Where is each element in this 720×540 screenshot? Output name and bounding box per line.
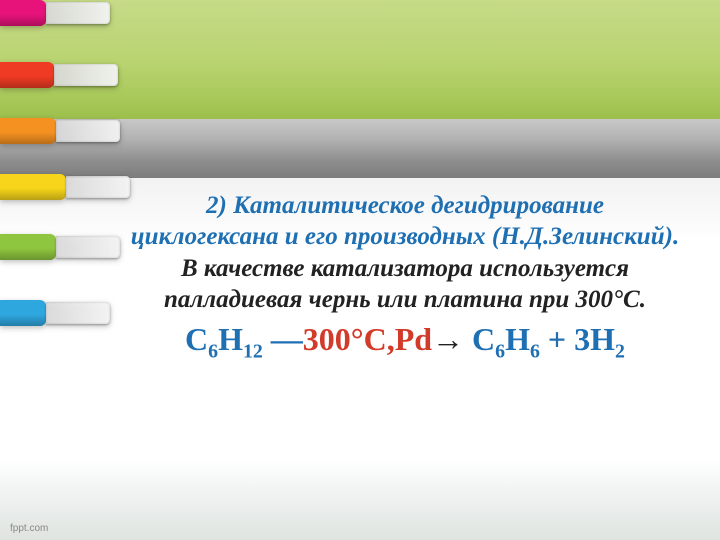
formula-part: 300°С,Pd (303, 321, 432, 357)
marker (0, 300, 46, 326)
slide: 2) Каталитическое дегидрирование циклоге… (0, 0, 720, 540)
marker (0, 174, 66, 200)
formula-part: –– (263, 321, 303, 357)
formula-part: + 3H (540, 321, 615, 357)
paragraph-black: В качестве катализатора используется пал… (164, 255, 646, 313)
formula-part: 12 (243, 340, 263, 362)
footer-credit: fppt.com (10, 523, 48, 534)
formula-part: → (432, 321, 472, 357)
marker (0, 118, 56, 144)
paragraph: 2) Каталитическое дегидрирование циклоге… (130, 190, 680, 315)
formula-part: C (185, 321, 208, 357)
markers-decoration (0, 0, 150, 540)
formula-part: 6 (495, 340, 505, 362)
formula: C6H12 ––300°С,Pd→ C6H6 + 3H2 (130, 319, 680, 361)
marker (0, 0, 46, 26)
formula-part: H (505, 321, 530, 357)
formula-part: 6 (208, 340, 218, 362)
formula-part: C (472, 321, 495, 357)
paragraph-blue: 2) Каталитическое дегидрирование циклоге… (131, 192, 679, 250)
marker (0, 62, 54, 88)
content-block: 2) Каталитическое дегидрирование циклоге… (130, 190, 680, 361)
marker (0, 234, 56, 260)
formula-part: H (218, 321, 243, 357)
formula-part: 6 (530, 340, 540, 362)
formula-part: 2 (615, 340, 625, 362)
